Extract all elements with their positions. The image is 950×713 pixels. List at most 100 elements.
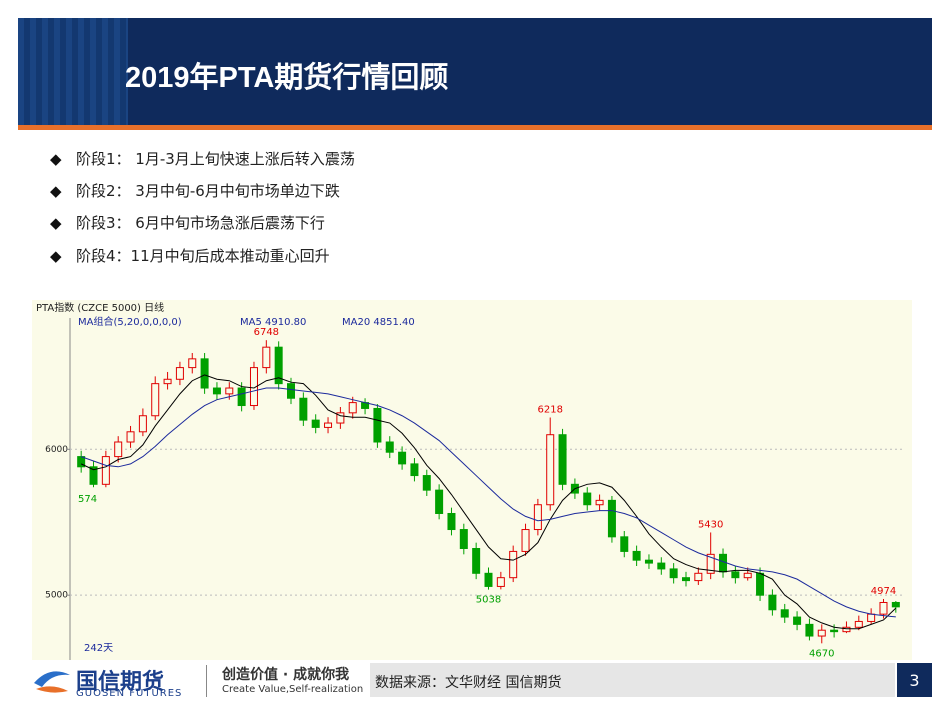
annotation: 5430 [698, 519, 723, 530]
annotation: 5038 [476, 595, 501, 606]
candle-body [731, 571, 740, 579]
annotation: 6748 [254, 327, 279, 338]
slogan-en: Create Value,Self-realization [222, 684, 364, 695]
candle-body [237, 387, 246, 407]
header-banner [18, 18, 932, 125]
annotation: 4974 [871, 586, 896, 597]
candle-body [854, 620, 863, 628]
candle-body [151, 383, 160, 417]
candle-body [398, 451, 407, 465]
ma-label: MA5 4910.80 [240, 317, 306, 328]
candle-body [817, 629, 826, 637]
candle-body [89, 466, 98, 485]
candle-body [138, 415, 147, 433]
candle-body [212, 387, 221, 395]
candle-body [435, 489, 444, 514]
chart-background [32, 300, 912, 660]
candle-body [768, 594, 777, 611]
header-underline [18, 125, 932, 130]
page-number-box [897, 663, 932, 697]
candle-body [311, 419, 320, 428]
bullet: ◆ 阶段3： 6月中旬市场急涨后震荡下行 [50, 214, 325, 232]
candle-body [459, 529, 468, 550]
bullet: ◆ 阶段4：11月中旬后成本推动重心回升 [50, 247, 330, 265]
slide-title: 2019年PTA期货行情回顾 [125, 62, 449, 94]
source-box [370, 663, 895, 697]
ma-line [81, 387, 896, 618]
candle-body [681, 577, 690, 582]
candle-body [793, 616, 802, 625]
candle-body [200, 358, 209, 389]
header-decoration [18, 18, 128, 125]
candle-body [756, 572, 765, 596]
candle-body [780, 609, 789, 618]
brand: 国信期货 [76, 670, 165, 695]
candle-body [287, 383, 296, 399]
ma-line [80, 374, 897, 630]
bullet: ◆ 阶段2： 3月中旬-6月中旬市场单边下跌 [50, 182, 340, 200]
candle-body [299, 397, 308, 421]
slogan: 创造价值 · 成就你我 [222, 667, 350, 683]
y-tick-label: 5000 [45, 591, 68, 601]
separator [206, 665, 207, 697]
candle-body [891, 601, 900, 608]
candle-body [719, 553, 728, 573]
candle-body [558, 434, 567, 485]
candle-body [410, 463, 419, 477]
candle-body [484, 572, 493, 587]
brand-en: GUOSEN FUTURES [76, 688, 183, 699]
candle-body [262, 346, 271, 369]
candle-body [867, 613, 876, 622]
candle-body [830, 629, 839, 633]
candle-body [644, 559, 653, 564]
candle-body [743, 572, 752, 579]
bullet-text: 阶段3： 6月中旬市场急涨后震荡下行 [76, 214, 325, 232]
annotation: 4670 [809, 648, 834, 659]
candle-body [509, 550, 518, 579]
bullet-text: 阶段2： 3月中旬-6月中旬市场单边下跌 [76, 182, 340, 200]
candle-body [669, 568, 678, 579]
candle-body [373, 407, 382, 443]
bullet-text: 阶段1： 1月-3月上旬快速上涨后转入震荡 [76, 150, 355, 168]
candle-body [324, 422, 333, 428]
candle-body [694, 572, 703, 582]
candle-body [336, 412, 345, 424]
candle-body [583, 492, 592, 506]
candle-body [657, 562, 666, 570]
candle-body [225, 387, 234, 395]
ma-caption: MA组合(5,20,0,0,0,0) [78, 315, 182, 328]
source: 数据来源：文华财经 国信期货 [375, 675, 562, 691]
page-number: 3 [909, 671, 920, 690]
annotation: 242天 [84, 643, 113, 654]
logo [34, 671, 70, 693]
candle-body [385, 441, 394, 453]
candle-body [163, 378, 172, 385]
candle-body [348, 402, 357, 414]
candle-body [546, 434, 555, 506]
candle-body [842, 626, 851, 633]
candle-body [879, 601, 888, 615]
candle-body [620, 536, 629, 552]
candle-body [249, 367, 258, 407]
y-tick-label: 6000 [45, 445, 68, 455]
candle-body [533, 504, 542, 531]
candle-body [607, 499, 616, 538]
candle-body [447, 512, 456, 531]
candle-body [274, 346, 283, 385]
chart: PTA指数 (CZCE 5000) 日线 MA组合(5,20,0,0,0,0) M… [32, 300, 912, 660]
candle-body [521, 529, 530, 552]
annotation: 6218 [537, 404, 562, 415]
ma-label: MA20 4851.40 [342, 317, 415, 328]
candle-body [805, 623, 814, 637]
candle-body [632, 550, 641, 561]
candle-body [101, 456, 110, 485]
candle-body [175, 367, 184, 380]
bullet: ◆ 阶段1： 1月-3月上旬快速上涨后转入震荡 [50, 150, 355, 168]
chart-header: PTA指数 (CZCE 5000) 日线 [36, 301, 164, 314]
bullet-text: 阶段4：11月中旬后成本推动重心回升 [76, 247, 330, 265]
candle-body [706, 553, 715, 574]
candle-body [496, 577, 505, 587]
candle-body [114, 441, 123, 458]
candle-body [472, 548, 481, 574]
